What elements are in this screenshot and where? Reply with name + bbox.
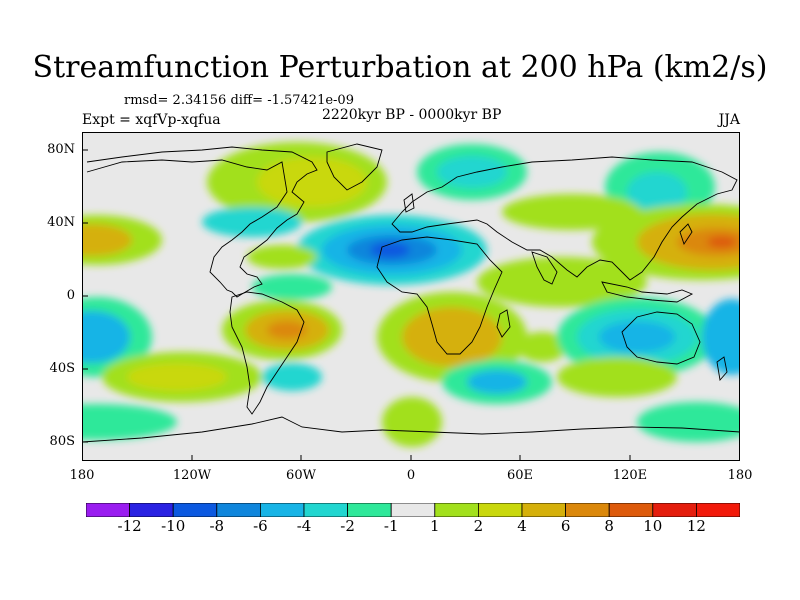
- legend-label: 4: [517, 517, 527, 535]
- legend-swatch: [259, 503, 305, 517]
- stats-text: rmsd= 2.34156 diff= -1.57421e-09: [124, 93, 354, 108]
- contour-region: [437, 156, 507, 188]
- contour-region: [202, 207, 302, 237]
- legend-colorbar: [86, 503, 740, 517]
- experiment-label: Expt = xqfVp-xqfua: [82, 112, 221, 128]
- y-tick-label: 0: [66, 288, 75, 303]
- season-label: JJA: [718, 112, 740, 128]
- x-tick-label: 120E: [612, 468, 648, 483]
- coastline-india: [531, 251, 558, 285]
- coastline-japan: [679, 223, 693, 246]
- legend-swatch: [129, 503, 174, 517]
- legend-swatch: [608, 503, 654, 517]
- coastline-indonesia: [601, 281, 694, 303]
- legend-label: -1: [383, 517, 399, 535]
- legend-swatch: [347, 503, 392, 517]
- legend-swatch: [652, 503, 697, 517]
- legend-swatch: [521, 503, 566, 517]
- coastline-antarctica: [82, 416, 740, 443]
- x-tick-label: 60E: [506, 468, 534, 483]
- legend-swatch: [434, 503, 479, 517]
- x-tick-label: 180: [727, 468, 753, 483]
- contour-region: [247, 245, 317, 269]
- contour-region: [82, 311, 130, 363]
- legend-swatch: [86, 503, 130, 517]
- contour-fill: [82, 142, 740, 447]
- contour-region: [502, 194, 642, 230]
- legend-swatch: [172, 503, 218, 517]
- coastline-uk: [403, 193, 415, 213]
- legend-label: -10: [161, 517, 186, 535]
- contour-region: [262, 363, 322, 391]
- contour-region: [477, 257, 647, 307]
- x-tick-label: 120W: [172, 468, 212, 483]
- coastline-north-america: [86, 146, 318, 298]
- legend-label: -12: [117, 517, 142, 535]
- x-tick-label: 180: [69, 468, 95, 483]
- contour-region: [382, 397, 442, 447]
- legend-label: 2: [473, 517, 484, 535]
- x-tick-label: 0: [406, 468, 416, 483]
- x-tick-label: 60W: [286, 468, 316, 483]
- period-label: 2220kyr BP - 0000kyr BP: [322, 107, 502, 123]
- contour-region: [707, 236, 737, 248]
- legend-swatch: [477, 503, 523, 517]
- y-tick-label: 40S: [49, 361, 75, 376]
- coastline-new-zealand: [716, 356, 728, 382]
- coastlines: [82, 143, 740, 443]
- contour-region: [267, 321, 307, 339]
- y-tick-label: 40N: [47, 215, 75, 230]
- map-plot: [82, 132, 740, 461]
- legend-label: -4: [296, 517, 312, 535]
- contour-region: [467, 370, 527, 394]
- contour-region: [517, 332, 567, 362]
- contour-region: [557, 357, 677, 397]
- legend-label: -6: [253, 517, 268, 535]
- contour-region: [82, 224, 132, 256]
- legend-label: 12: [686, 517, 706, 535]
- contour-region: [702, 299, 740, 375]
- legend-label: -2: [340, 517, 355, 535]
- legend-label: 6: [560, 517, 571, 535]
- legend-swatch: [565, 503, 610, 517]
- contour-region: [627, 172, 687, 212]
- coastline-africa: [376, 236, 503, 355]
- legend-label: 10: [643, 517, 663, 535]
- contour-region: [127, 363, 227, 391]
- y-tick-label: 80N: [47, 142, 75, 157]
- coastline-eurasia: [391, 156, 738, 281]
- legend-swatch: [390, 503, 436, 517]
- plot-title: Streamfunction Perturbation at 200 hPa (…: [32, 50, 768, 85]
- axis-ticks: [82, 149, 631, 461]
- coastline-south-america: [229, 291, 305, 415]
- legend-swatch: [303, 503, 348, 517]
- legend-label: -8: [209, 517, 225, 535]
- coastline-greenland: [326, 143, 383, 191]
- contour-region: [599, 321, 675, 353]
- contour-region: [82, 404, 177, 440]
- contour-region: [402, 307, 502, 367]
- y-tick-label: 80S: [49, 434, 75, 449]
- contour-region: [252, 274, 332, 300]
- contour-region: [257, 157, 367, 207]
- legend-label: 1: [430, 517, 440, 535]
- contour-region: [637, 402, 740, 442]
- legend-swatch: [696, 503, 740, 517]
- coastline-madagascar: [496, 309, 511, 338]
- coastline-australia: [621, 311, 701, 365]
- legend-label: 8: [604, 517, 614, 535]
- legend-swatch: [216, 503, 261, 517]
